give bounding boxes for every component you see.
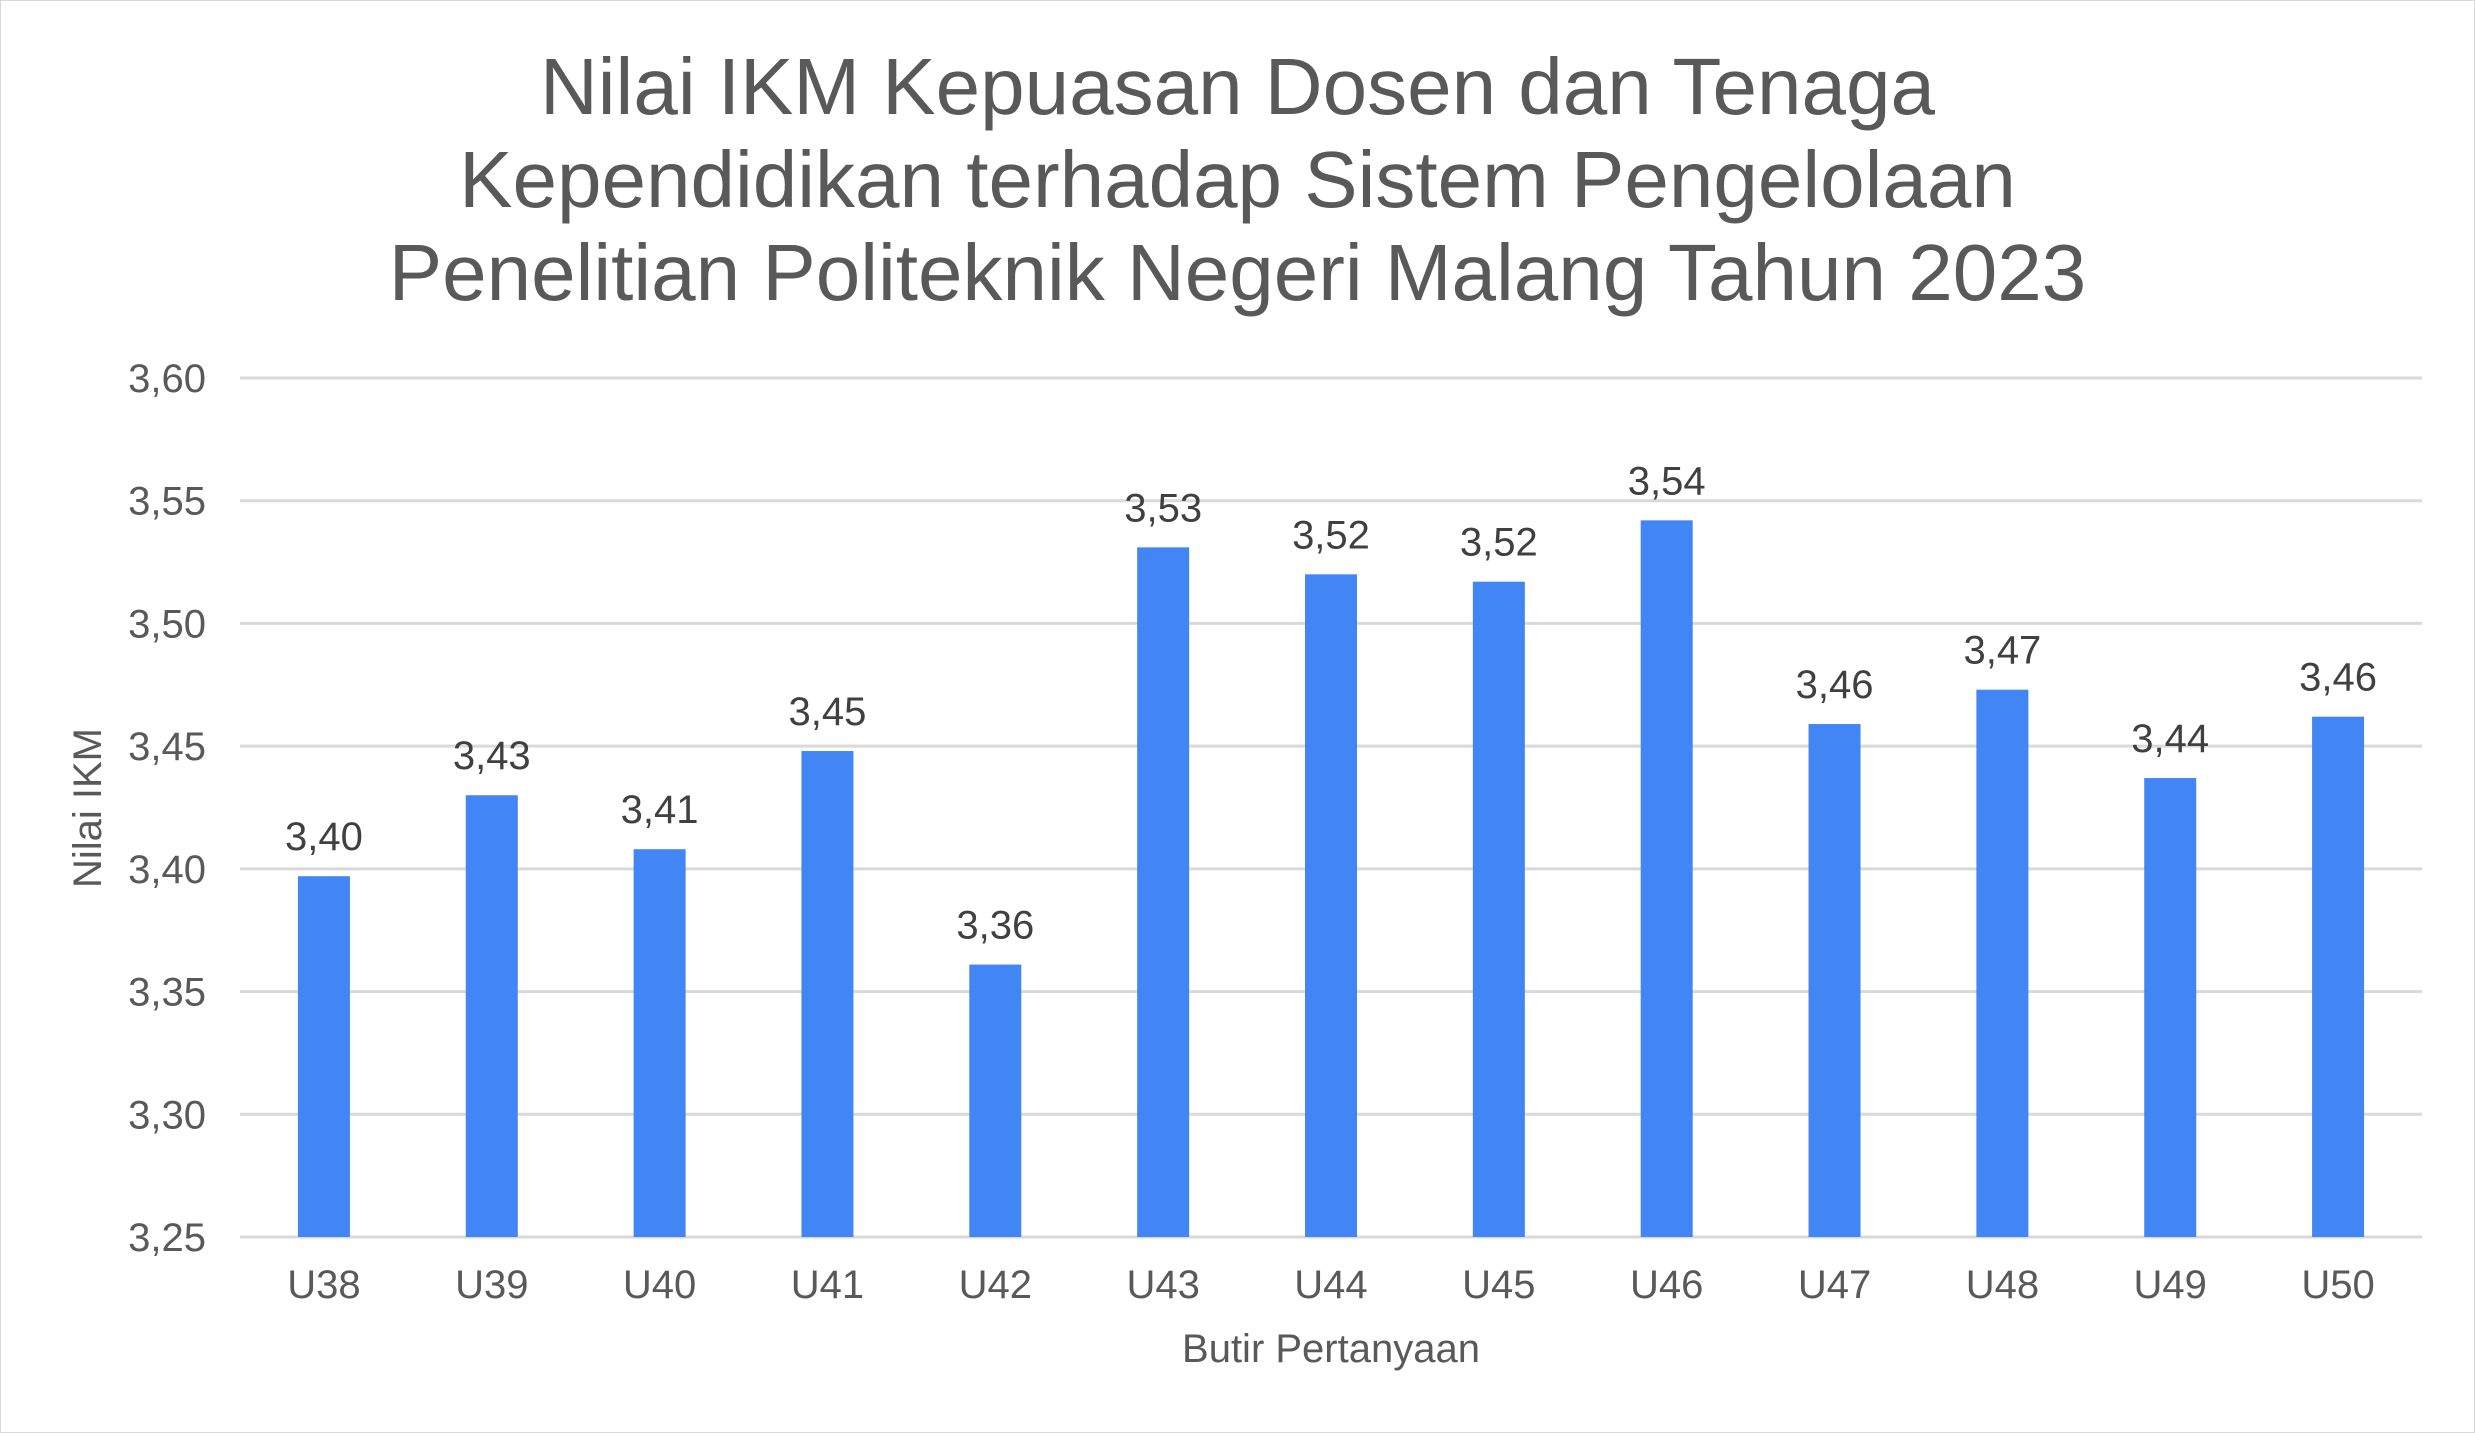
x-tick-label: U39 (455, 1263, 528, 1307)
data-label: 3,52 (1292, 513, 1370, 557)
bar-u50 (2312, 716, 2365, 1237)
data-label: 3,47 (1963, 629, 2041, 673)
data-label: 3,41 (621, 788, 699, 832)
data-labels: 3,40 3,43 3,41 3,45 3,36 3,53 3,52 3,52 3,54 3,46… (285, 459, 2377, 947)
x-tick-label: U49 (2134, 1263, 2207, 1307)
x-tick-label: U40 (623, 1263, 696, 1307)
bar-u38 (297, 876, 350, 1237)
x-tick-label: U50 (2301, 1263, 2374, 1307)
bar-u47 (1808, 724, 1861, 1237)
y-axis-title: Nilai IKM (66, 728, 110, 888)
bar-u41 (801, 751, 854, 1237)
x-axis-ticks: U38 U39 U40 U41 U42 U43 U44 U45 U46 U47 U48 U49 U50 (287, 1263, 2375, 1307)
chart-title: Nilai IKM Kepuasan Dosen dan Tenaga Kepe… (0, 40, 2475, 319)
data-label: 3,40 (285, 815, 363, 859)
x-tick-label: U41 (791, 1263, 864, 1307)
x-tick-label: U38 (287, 1263, 360, 1307)
bar-u39 (465, 795, 518, 1237)
x-tick-label: U44 (1294, 1263, 1367, 1307)
bar-u48 (1976, 689, 2029, 1237)
y-tick-label: 3,60 (128, 357, 206, 401)
y-tick-label: 3,50 (128, 602, 206, 646)
data-label: 3,46 (1796, 663, 1874, 707)
data-label: 3,45 (789, 690, 867, 734)
y-tick-label: 3,25 (128, 1216, 206, 1260)
x-axis-title: Butir Pertanyaan (1182, 1327, 1480, 1371)
chart-title-line-3: Penelitian Politeknik Negeri Malang Tahu… (388, 228, 2087, 317)
y-tick-label: 3,55 (128, 480, 206, 524)
x-tick-label: U43 (1126, 1263, 1199, 1307)
chart-title-line-1: Nilai IKM Kepuasan Dosen dan Tenaga (540, 42, 1935, 131)
bar-u42 (969, 964, 1022, 1237)
x-tick-label: U46 (1630, 1263, 1703, 1307)
data-label: 3,52 (1460, 521, 1538, 565)
data-label: 3,36 (956, 904, 1034, 948)
x-tick-label: U47 (1798, 1263, 1871, 1307)
x-tick-label: U48 (1966, 1263, 2039, 1307)
x-tick-label: U42 (959, 1263, 1032, 1307)
chart-title-line-2: Kependidikan terhadap Sistem Pengelolaan (459, 135, 2016, 224)
data-label: 3,54 (1628, 459, 1706, 503)
x-tick-label: U45 (1462, 1263, 1535, 1307)
bar-u40 (633, 849, 686, 1237)
y-tick-label: 3,40 (128, 848, 206, 892)
bar-u44 (1305, 574, 1357, 1237)
y-tick-label: 3,45 (128, 725, 206, 769)
data-label: 3,43 (453, 734, 531, 778)
bar-u49 (2144, 778, 2197, 1237)
data-label: 3,46 (2299, 656, 2377, 700)
bars (297, 520, 2365, 1237)
y-axis-ticks: 3,25 3,30 3,35 3,40 3,45 3,50 3,55 3,60 (128, 357, 206, 1260)
bar-u46 (1640, 520, 1693, 1237)
data-label: 3,53 (1124, 486, 1202, 530)
y-tick-label: 3,35 (128, 971, 206, 1015)
data-label: 3,44 (2131, 717, 2209, 761)
y-tick-label: 3,30 (128, 1093, 206, 1137)
bar-u45 (1472, 581, 1525, 1237)
bar-u43 (1137, 547, 1190, 1237)
